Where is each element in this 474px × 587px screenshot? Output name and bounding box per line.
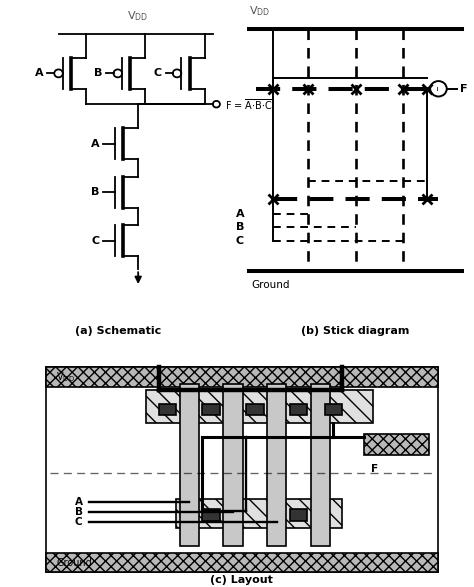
Text: B: B	[91, 187, 100, 197]
Bar	[46, 553, 438, 572]
Bar	[180, 384, 199, 546]
Text: A: A	[91, 139, 100, 149]
Text: (a) Schematic: (a) Schematic	[75, 326, 162, 336]
Text: F: F	[371, 464, 378, 474]
Bar	[246, 404, 264, 416]
Bar	[146, 390, 373, 423]
Text: B: B	[74, 507, 82, 517]
Bar	[159, 404, 176, 416]
Text: (b) Stick diagram: (b) Stick diagram	[301, 326, 410, 336]
Text: C: C	[75, 517, 82, 528]
Text: B: B	[236, 222, 244, 232]
Text: F = $\overline{\mathsf{A{\cdot}B{\cdot}C}}$: F = $\overline{\mathsf{A{\cdot}B{\cdot}C…	[225, 97, 273, 112]
Text: C: C	[154, 68, 162, 79]
Bar	[223, 384, 243, 546]
Text: A: A	[236, 209, 244, 220]
Bar	[290, 404, 307, 416]
Bar	[202, 404, 220, 416]
Text: Ground: Ground	[251, 281, 290, 291]
Bar	[325, 404, 342, 416]
Text: V$_{\mathsf{DD}}$: V$_{\mathsf{DD}}$	[249, 5, 270, 18]
Bar	[267, 384, 286, 546]
Text: V$_{\mathsf{DD}}$: V$_{\mathsf{DD}}$	[56, 370, 75, 384]
Bar	[290, 509, 307, 521]
Text: A: A	[74, 497, 82, 507]
Text: Ground: Ground	[56, 558, 92, 568]
Text: C: C	[236, 235, 244, 246]
Text: C: C	[91, 235, 100, 246]
Text: (c) Layout: (c) Layout	[210, 575, 273, 585]
Bar	[176, 499, 342, 528]
Bar	[46, 367, 438, 387]
Bar	[46, 367, 438, 572]
Text: B: B	[94, 68, 103, 79]
Bar	[202, 509, 220, 521]
Bar	[364, 434, 429, 455]
Text: V$_{\mathsf{DD}}$: V$_{\mathsf{DD}}$	[127, 9, 148, 23]
Text: A: A	[35, 68, 44, 79]
Text: F: F	[460, 84, 467, 94]
Bar	[310, 384, 330, 546]
